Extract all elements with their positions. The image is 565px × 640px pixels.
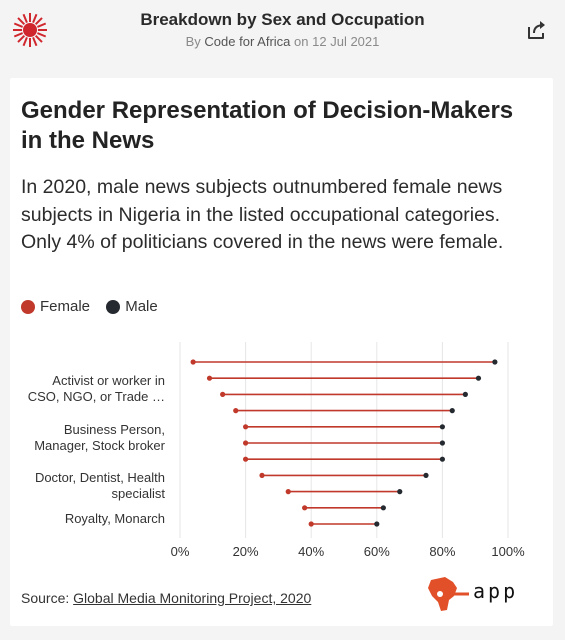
male-point — [397, 489, 403, 495]
male-point — [380, 505, 386, 511]
source-link[interactable]: Global Media Monitoring Project, 2020 — [73, 590, 312, 606]
legend-label-female: Female — [40, 298, 91, 315]
legend-swatch-female — [21, 299, 35, 314]
y-category-label: Activist or worker in CSO, NGO, or Trade … — [28, 373, 165, 404]
y-category-label-line: Doctor, Dentist, Health — [35, 470, 165, 485]
female-point — [220, 391, 226, 397]
y-category-label-line: specialist — [112, 486, 166, 501]
date-prefix: on — [294, 34, 309, 49]
male-point — [439, 440, 445, 446]
y-category-label-line: Royalty, Monarch — [65, 511, 165, 526]
top-bar: Breakdown by Sex and Occupation By Code … — [0, 0, 565, 70]
male-point — [492, 359, 498, 365]
brand-text: app — [473, 579, 519, 603]
brand-logo: app — [423, 574, 533, 614]
female-point — [233, 408, 239, 414]
female-point — [243, 424, 249, 430]
male-point — [423, 472, 429, 478]
legend-item-male[interactable]: Male — [106, 298, 158, 315]
chart-card: Gender Representation of Decision-Makers… — [10, 78, 553, 626]
male-point — [462, 391, 468, 397]
y-category-label-line: Activist or worker in — [52, 373, 165, 388]
legend-label-male: Male — [125, 298, 158, 315]
male-point — [439, 424, 445, 430]
male-point — [449, 408, 455, 414]
author-link[interactable]: Code for Africa — [204, 34, 291, 49]
female-point — [308, 521, 314, 527]
female-point — [243, 456, 249, 462]
x-tick-label: 0% — [171, 544, 190, 559]
legend-swatch-male — [106, 299, 121, 314]
x-tick-label: 80% — [429, 544, 455, 559]
share-icon[interactable] — [525, 18, 549, 42]
x-tick-label: 20% — [233, 544, 259, 559]
chart-subtitle: In 2020, male news subjects outnumbered … — [21, 176, 504, 253]
y-category-label-line: CSO, NGO, or Trade … — [28, 389, 165, 404]
female-point — [259, 472, 265, 478]
chart-legend: Female Male — [21, 298, 170, 318]
legend-item-female[interactable]: Female — [21, 298, 90, 315]
x-tick-label: 40% — [298, 544, 324, 559]
male-point — [374, 521, 380, 527]
source-note: Source: Global Media Monitoring Project,… — [21, 590, 311, 606]
x-tick-label: 100% — [491, 544, 525, 559]
female-point — [243, 440, 249, 446]
byline-prefix: By — [185, 34, 201, 49]
female-point — [302, 505, 308, 511]
africa-map-logo-icon — [428, 577, 469, 611]
male-point — [475, 375, 482, 381]
chart-title: Gender Representation of Decision-Makers… — [21, 97, 514, 154]
y-category-label: Royalty, Monarch — [65, 511, 165, 526]
source-prefix: Source: — [21, 590, 70, 606]
male-point — [439, 456, 445, 462]
header-byline: By Code for Africa on 12 Jul 2021 — [0, 34, 565, 49]
y-category-label-line: Business Person, — [64, 422, 165, 437]
publish-date: 12 Jul 2021 — [312, 34, 380, 49]
x-tick-label: 60% — [364, 544, 390, 559]
red-starburst-logo-icon — [13, 13, 47, 47]
female-point — [206, 375, 213, 381]
header-title: Breakdown by Sex and Occupation — [140, 10, 425, 29]
female-point — [190, 359, 196, 365]
dumbbell-chart: 0% 20% 40% 60% 80% 100% Activist or worker in C… — [28, 342, 525, 559]
y-category-label-line: Manager, Stock broker — [34, 438, 165, 453]
y-category-label: Doctor, Dentist, Health specialist — [35, 470, 165, 501]
y-category-label: Business Person, Manager, Stock broker — [34, 422, 165, 453]
female-point — [285, 489, 291, 495]
